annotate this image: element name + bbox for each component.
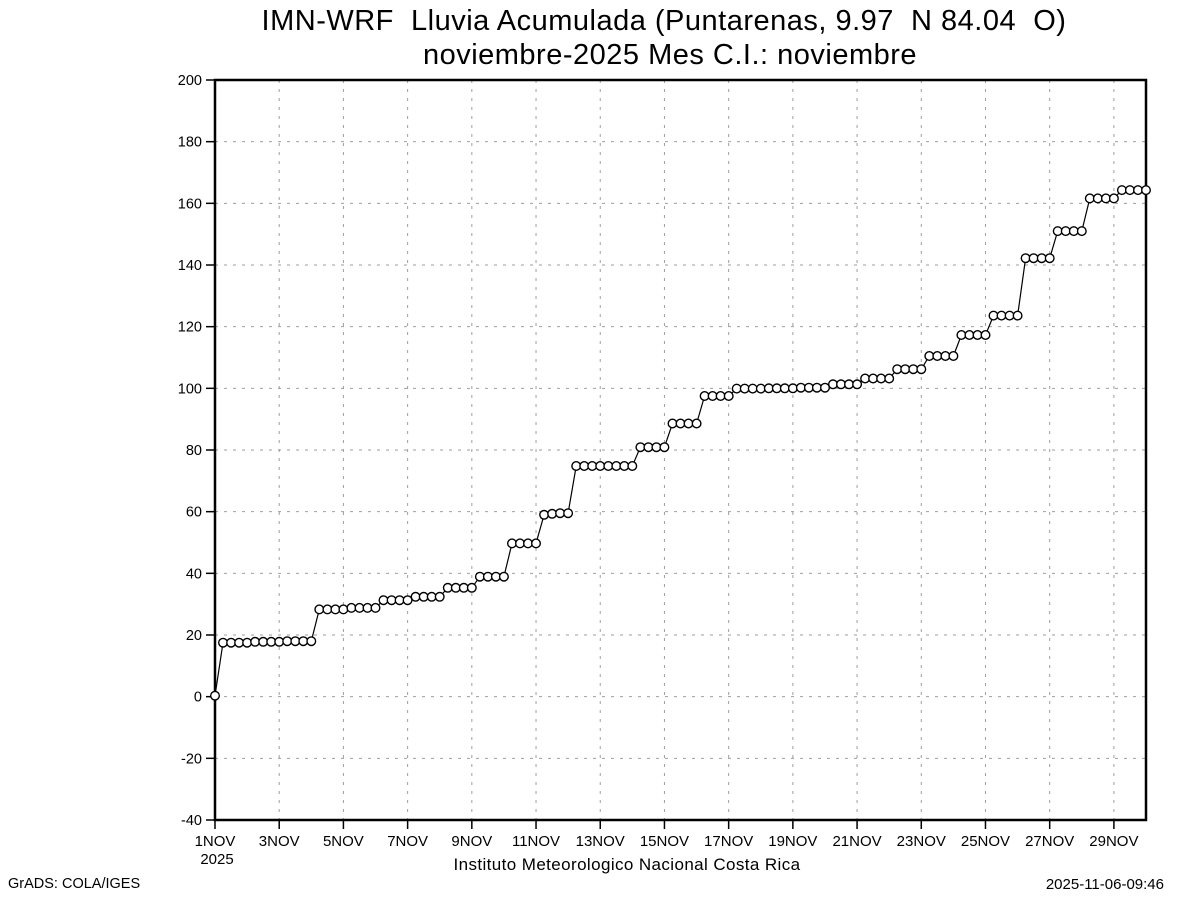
data-point — [723, 391, 734, 402]
y-tick-label: 180 — [178, 135, 202, 151]
data-point — [209, 690, 220, 701]
x-tick-label: 25NOV — [961, 833, 1010, 850]
x-tick-label: 7NOV — [387, 833, 428, 850]
x-tick-label: 9NOV — [451, 833, 492, 850]
chart-title-line1: IMN-WRF Lluvia Acumulada (Puntarenas, 9.… — [261, 5, 1067, 37]
y-tick-label: 0 — [194, 690, 202, 706]
data-point — [595, 461, 606, 472]
data-point — [787, 383, 798, 394]
data-point — [1108, 193, 1119, 204]
y-tick-label: 200 — [178, 73, 202, 89]
y-tick-label: 80 — [186, 443, 202, 459]
data-point — [378, 595, 389, 606]
accumulation-line — [214, 189, 1146, 696]
data-point — [715, 391, 726, 402]
data-point — [1060, 226, 1071, 237]
data-point — [1092, 193, 1103, 204]
y-tick-label: 160 — [178, 196, 202, 212]
x-tick-label: 15NOV — [640, 833, 689, 850]
data-point — [747, 383, 758, 394]
data-point — [306, 636, 317, 647]
x-tick-label: 29NOV — [1089, 833, 1138, 850]
data-point — [410, 591, 421, 602]
x-tick-label: 19NOV — [768, 833, 817, 850]
x-tick-label: 17NOV — [704, 833, 753, 850]
y-tick-label: 20 — [186, 628, 202, 644]
chart-title-line2: noviembre-2025 Mes C.I.: noviembre — [422, 39, 918, 71]
data-point — [916, 364, 927, 375]
data-point — [691, 418, 702, 429]
data-point — [250, 636, 261, 647]
x-tick-label: 1NOV — [195, 833, 236, 850]
data-point — [844, 379, 855, 390]
x-tick-label: 5NOV — [323, 833, 364, 850]
data-point — [964, 330, 975, 341]
x-tick-label: 27NOV — [1025, 833, 1074, 850]
data-point — [539, 509, 550, 520]
data-point — [932, 351, 943, 362]
data-point — [531, 538, 542, 549]
data-point — [242, 637, 253, 648]
data-point — [217, 637, 228, 648]
data-point — [1012, 310, 1023, 321]
creation-timestamp: 2025-11-06-09:46 — [1045, 876, 1164, 893]
y-tick-label: 60 — [186, 505, 202, 521]
data-point — [980, 330, 991, 341]
data-point — [563, 508, 574, 519]
grads-credit-label: GrADS: COLA/IGES — [8, 876, 141, 892]
data-point — [884, 373, 895, 384]
footer-caption: Instituto Meteorologico Nacional Costa R… — [453, 855, 801, 874]
data-point — [434, 591, 445, 602]
data-point — [659, 442, 670, 453]
y-tick-label: 40 — [186, 566, 202, 582]
data-point — [948, 351, 959, 362]
x-tick-label: 11NOV — [512, 833, 560, 850]
data-point — [820, 382, 831, 393]
data-point — [779, 383, 790, 394]
x-tick-label: 3NOV — [259, 833, 300, 850]
x-tick-label: 21NOV — [832, 833, 881, 850]
data-point — [900, 364, 911, 375]
data-point — [466, 582, 477, 593]
data-point — [811, 382, 822, 393]
x-tick-label: 23NOV — [897, 833, 946, 850]
data-point — [498, 571, 509, 582]
plot-frame — [213, 78, 1148, 822]
y-tick-label: 120 — [178, 320, 202, 336]
data-point — [627, 461, 638, 472]
data-point — [1076, 226, 1087, 237]
data-point — [1044, 253, 1055, 264]
x-tick-label: 13NOV — [576, 833, 625, 850]
data-point — [338, 604, 349, 615]
y-tick-label: -20 — [181, 751, 202, 767]
data-point — [876, 373, 887, 384]
y-tick-label: 100 — [178, 381, 202, 397]
data-point — [996, 310, 1007, 321]
data-point — [402, 595, 413, 606]
x-tick-sublabel: 2025 — [200, 851, 233, 868]
data-point — [274, 636, 285, 647]
data-point — [852, 379, 863, 390]
data-point — [1124, 185, 1135, 196]
data-point — [314, 604, 325, 615]
y-tick-label: -40 — [181, 813, 202, 829]
data-point — [547, 508, 558, 519]
data-point — [683, 418, 694, 429]
y-tick-label: 140 — [178, 258, 202, 274]
data-point — [370, 602, 381, 613]
data-point — [282, 636, 293, 647]
data-point — [346, 602, 357, 613]
data-point — [1028, 253, 1039, 264]
data-point — [1140, 185, 1151, 196]
